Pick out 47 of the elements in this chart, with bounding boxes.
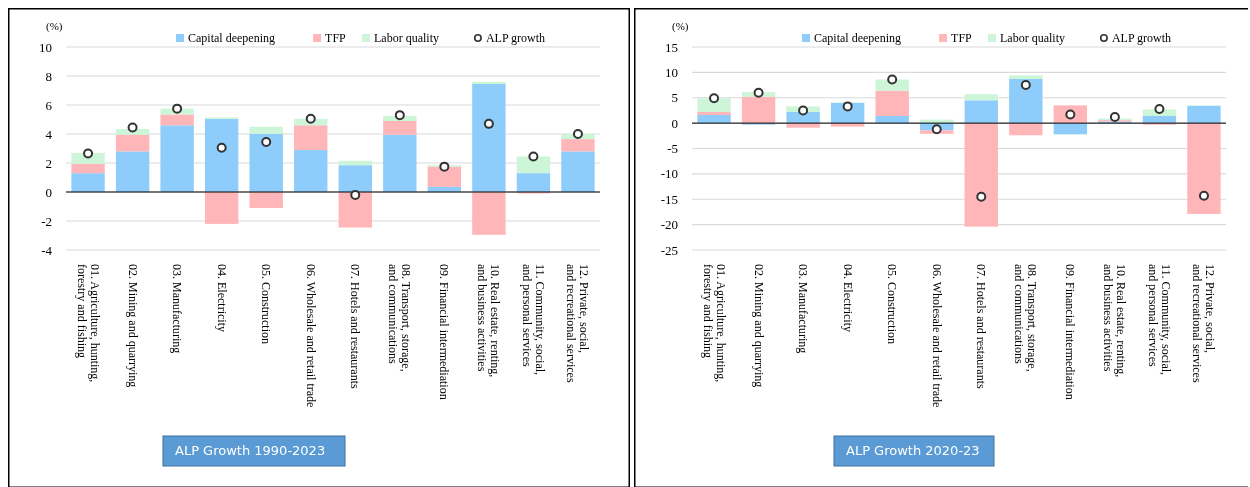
x-tick-label: 02. Mining and quarrying xyxy=(751,264,766,388)
y-tick-label: -20 xyxy=(660,217,678,233)
y-tick-label: 5 xyxy=(671,90,678,106)
y-tick-label: -10 xyxy=(660,166,678,182)
legend-label: Capital deepening xyxy=(814,31,901,45)
text: ALP Growth 2020-23 xyxy=(846,443,980,458)
x-tick-label: 07. Hotels and restaurants xyxy=(974,264,989,389)
y-tick-label: -5 xyxy=(667,141,678,157)
y-tick-label: 10 xyxy=(39,39,52,55)
legend-label: TFP xyxy=(951,31,973,45)
legend-label: Labor quality xyxy=(1000,31,1065,45)
text: ALP Growth 1990-2023 xyxy=(175,443,326,458)
x-tick-label: 04. Electricity xyxy=(840,264,855,332)
x-tick-label: 09. Financial intermediation xyxy=(1063,264,1078,400)
x-tick-label: 01. Agriculture, hunting, forestry and fishing xyxy=(700,264,728,383)
x-tick-label: 08. Transport, storage, and communications xyxy=(386,264,414,372)
y-tick-label: -15 xyxy=(660,191,678,207)
y-tick-label: -4 xyxy=(41,242,53,258)
x-tick-label: 02. Mining and quarrying xyxy=(125,264,140,388)
legend-label: ALP growth xyxy=(1111,31,1172,45)
y-tick-label: 0 xyxy=(671,115,678,131)
legend-label: Labor quality xyxy=(374,31,439,45)
x-tick-label: 03. Manufacturing xyxy=(170,264,185,354)
y-tick-label: 10 xyxy=(665,64,678,80)
y-tick-label: 0 xyxy=(45,184,52,200)
y-tick-label: -25 xyxy=(660,242,678,258)
x-tick-label: 06. Wholesale and retail trade xyxy=(929,264,944,408)
x-tick-label: 03. Manufacturing xyxy=(796,264,811,354)
y-tick-label: -2 xyxy=(41,213,52,229)
y-tick-label: 6 xyxy=(45,97,53,113)
legend-label: ALP growth xyxy=(485,31,546,45)
x-tick-label: 07. Hotels and restaurants xyxy=(348,264,363,389)
x-tick-label: 06. Wholesale and retail trade xyxy=(303,264,318,408)
y-tick-label: 4 xyxy=(45,126,53,142)
x-tick-label: 01. Agriculture, hunting, forestry and fishing xyxy=(74,264,102,383)
x-tick-label: 08. Transport, storage, and communications xyxy=(1012,264,1040,372)
legend-label: Capital deepening xyxy=(188,31,275,45)
y-tick-label: 2 xyxy=(45,155,52,171)
x-tick-label: 05. Construction xyxy=(259,264,274,344)
x-tick-label: 04. Electricity xyxy=(214,264,229,332)
y-tick-label: 15 xyxy=(665,39,678,55)
legend-label: TFP xyxy=(325,31,347,45)
y-axis-title: (%) xyxy=(672,20,689,33)
x-tick-label: 05. Construction xyxy=(885,264,900,344)
y-axis-title: (%) xyxy=(46,20,63,33)
x-tick-label: 09. Financial intermediation xyxy=(437,264,452,400)
y-tick-label: 8 xyxy=(45,68,52,84)
